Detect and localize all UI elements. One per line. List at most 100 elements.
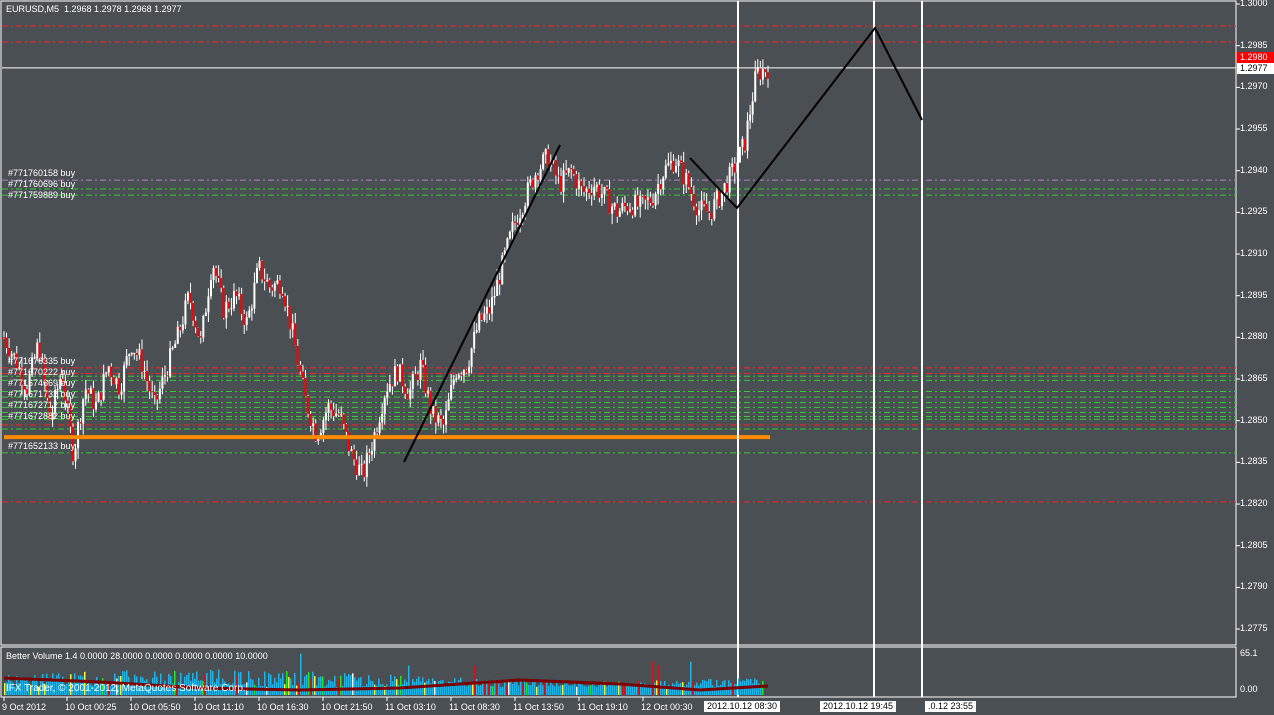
order-label[interactable]: #771759889 buy [8,190,76,201]
candle-body [199,336,202,338]
volume-bar [186,674,188,695]
volume-bar [762,681,764,695]
candle-body [749,114,752,121]
volume-bar [218,669,220,695]
volume-bar [376,685,378,695]
volume-bar [670,686,672,695]
candle-body [125,356,128,366]
candle-body [383,398,386,415]
volume-bar [658,665,660,695]
volume-bar [226,685,228,695]
price-tick-label: 1.2850 [1240,414,1268,425]
candle-body [695,206,698,216]
candle-body [531,179,534,188]
candle-body [669,161,672,164]
candle-body [84,389,87,400]
candle-body [708,211,711,214]
candle-body [74,448,77,462]
candle-body [534,175,537,188]
marker-time-label: 2012.10.12 19:45 [820,701,897,712]
order-label[interactable]: #771671732 buy [8,388,76,399]
volume-bar [94,680,96,695]
order-label[interactable]: #771670222 buy [8,366,76,377]
candle-body [416,374,419,381]
time-tick-label: 10 Oct 00:25 [65,702,117,712]
volume-bar [474,665,476,695]
candle-body [429,390,432,414]
candle-body [342,414,345,424]
volume-bar [238,672,240,695]
candle-body [217,275,220,279]
candle-body [649,197,652,204]
candle-body [43,358,46,382]
volume-ma-line [3,676,769,692]
candle-body [698,210,701,216]
candle-body [427,390,430,394]
candle-body [728,166,731,193]
volume-bar [368,675,370,695]
candle-body [577,180,580,189]
volume-bar [106,685,108,695]
candle-body [204,312,207,316]
candle-body [202,315,205,338]
volume-bar [48,679,50,695]
volume-bar [182,685,184,695]
volume-bar [24,680,26,695]
candle-body [294,323,297,346]
candle-body [396,366,399,382]
volume-bar [526,682,528,695]
time-tick-label: 11 Oct 03:10 [385,702,436,712]
volume-bar [150,685,152,695]
volume-bar [44,683,46,695]
candle-body [296,345,299,366]
volume-bar [402,683,404,695]
volume-bar [12,682,14,695]
volume-bar [96,677,98,695]
candle-body [156,395,159,400]
candle-body [626,206,629,212]
candle-body [529,179,532,183]
order-label[interactable]: #771652133 buy [8,440,76,451]
candle-body [542,154,545,169]
volume-bar [72,683,74,695]
time-tick-label: 10 Oct 21:50 [321,702,373,712]
volume-bar [338,679,340,695]
order-label[interactable]: #771672712 buy [8,399,76,410]
order-label[interactable]: #771676335 buy [8,355,76,366]
volume-bar [704,680,706,695]
volume-bar [62,676,64,695]
candle-body [174,343,177,348]
candle-body [381,414,384,423]
volume-bar [196,671,198,695]
candle-body [281,293,284,297]
candle-body [64,382,67,401]
candle-body [567,168,570,173]
volume-bar [448,681,450,695]
candle-body [687,173,690,188]
candle-body [608,189,611,214]
volume-bar [116,678,118,695]
candle-body [667,163,670,166]
candle-body [570,168,573,170]
volume-bar [288,677,290,695]
candle-body [639,195,642,207]
volume-bar [628,683,630,695]
candle-body [552,160,555,162]
order-label[interactable]: #771674669 buy [8,377,76,388]
volume-bar [548,685,550,695]
volume-bar [594,685,596,695]
volume-bar [350,675,352,695]
order-label[interactable]: #771760158 buy [8,168,76,179]
candle-body [485,307,488,314]
candle-body [598,184,601,198]
candle-body [572,168,575,175]
volume-bar [102,678,104,695]
volume-bar [460,677,462,695]
order-label[interactable]: #771760696 buy [8,179,76,190]
volume-bar [492,685,494,695]
candle-body [388,384,391,392]
candle-body [194,320,197,328]
order-label[interactable]: #771672882 buy [8,410,76,421]
volume-bar [18,682,20,695]
